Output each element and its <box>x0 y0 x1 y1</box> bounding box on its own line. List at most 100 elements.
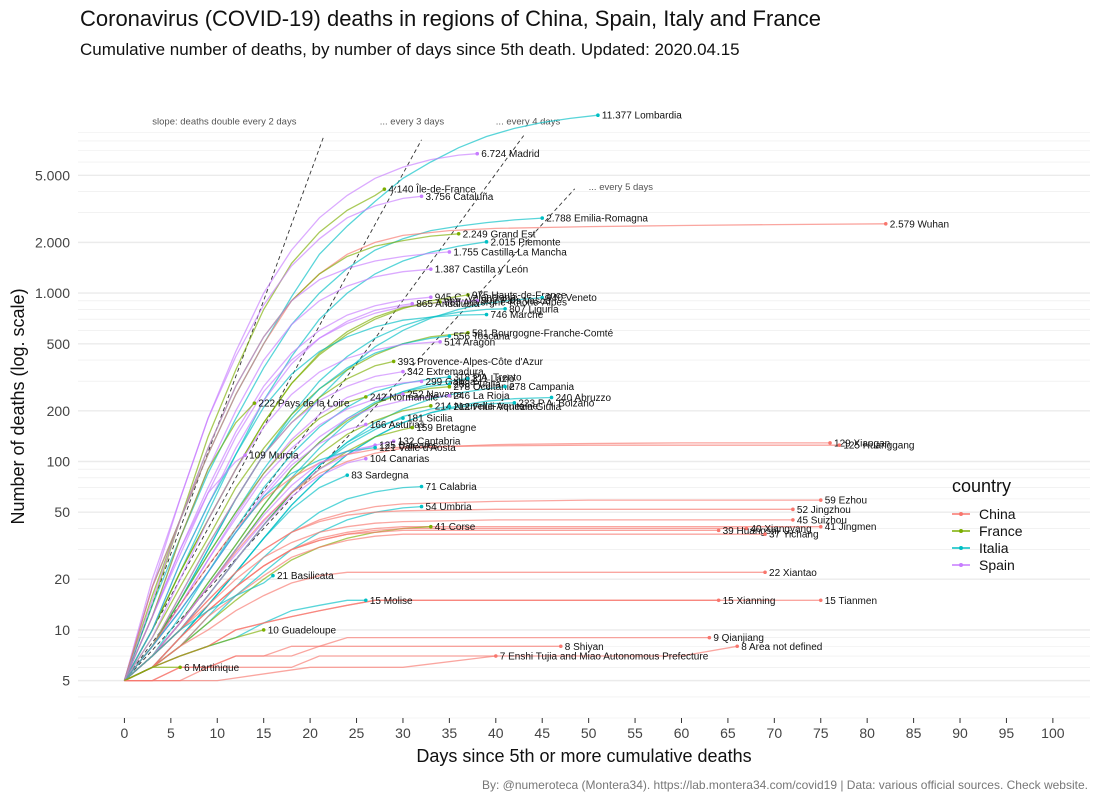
series-label: 393 Provence-Alpes-Côte d'Azur <box>398 357 544 368</box>
series-label: 15 Xianning <box>723 596 776 607</box>
chart-title: Coronavirus (COVID-19) deaths in regions… <box>80 6 822 31</box>
series-end-point <box>763 570 767 575</box>
series-end-point <box>716 528 721 533</box>
series-label: 807 Liguria <box>509 304 559 315</box>
chart-subtitle: Cumulative number of deaths, by number o… <box>80 40 740 59</box>
series-label: 132 Cantabria <box>398 437 461 448</box>
series-label: 945 C. Valenciana <box>435 293 516 304</box>
series-label: 240 Abruzzo <box>556 393 612 404</box>
series-label: 581 Bourgogne-Franche-Comté <box>472 328 614 339</box>
series-line <box>123 444 840 682</box>
series-end-point <box>429 404 433 408</box>
x-tick-label: 65 <box>720 725 736 741</box>
series-line <box>123 195 422 681</box>
series-line <box>123 519 793 682</box>
series-end-point <box>391 359 396 364</box>
series-end-point <box>447 334 452 338</box>
series-end-point <box>364 395 368 399</box>
y-tick-label: 5 <box>62 673 70 689</box>
x-tick-label: 35 <box>442 725 458 741</box>
series-end-point <box>271 573 275 578</box>
series-end-point <box>364 598 368 603</box>
x-tick-label: 15 <box>256 725 272 741</box>
legend-key-point <box>959 546 963 550</box>
series-label: 975 Hauts-de-France <box>472 290 567 301</box>
series-label: 39 Huangshi <box>723 526 779 537</box>
series-end-point <box>438 300 442 304</box>
legend-key-point <box>959 563 963 567</box>
series-end-point <box>484 312 489 317</box>
x-tick-label: 50 <box>581 725 597 741</box>
series-end-point <box>484 240 489 244</box>
series-end-point <box>410 425 415 430</box>
series-end-point <box>540 216 545 220</box>
series-end-point <box>466 331 470 335</box>
series-line <box>123 301 441 681</box>
x-tick-label: 40 <box>488 725 504 741</box>
series-label: 52 Jingzhou <box>797 505 851 516</box>
series-label: 4.140 Île-de-France <box>388 183 476 196</box>
legend-entry: Spain <box>979 557 1015 573</box>
legend-entry: China <box>979 506 1016 522</box>
y-tick-label: 200 <box>47 403 71 419</box>
series-label: 514 Aragón <box>444 337 495 348</box>
series-line <box>123 508 793 682</box>
series-line <box>123 313 487 681</box>
series-line <box>123 370 404 682</box>
series-end-point <box>429 295 433 300</box>
y-axis-title: Number of deaths (log. scale) <box>8 288 28 524</box>
series-end-point <box>558 644 563 649</box>
series-end-point <box>512 401 517 405</box>
series-end-point <box>447 250 452 254</box>
series-label: 21 Basilicata <box>277 571 334 582</box>
series-line <box>124 645 738 682</box>
y-tick-label: 5.000 <box>35 167 70 183</box>
series-end-point <box>883 221 888 226</box>
x-tick-label: 20 <box>302 725 318 741</box>
series-end-point <box>763 532 767 537</box>
series-label: 212 Friuli Venezia Giulia <box>453 402 561 413</box>
x-tick-label: 70 <box>767 725 783 741</box>
series-line <box>123 444 376 682</box>
x-tick-label: 60 <box>674 725 690 741</box>
legend-key-point <box>959 529 963 533</box>
series-end-point <box>828 441 832 445</box>
slope-guide-label: ... every 3 days <box>380 117 445 128</box>
series-label: 3.756 Cataluña <box>426 192 494 203</box>
x-tick-label: 30 <box>395 725 411 741</box>
y-tick-label: 2.000 <box>35 234 70 250</box>
x-tick-label: 90 <box>952 725 968 741</box>
x-tick-label: 0 <box>121 725 129 741</box>
series-label: 2.788 Emilia-Romagna <box>546 214 648 225</box>
series-end-point <box>419 379 424 384</box>
slope-guide-label: slope: deaths double every 2 days <box>152 117 296 128</box>
series-label: 342 Extremadura <box>407 367 484 378</box>
y-tick-label: 500 <box>47 336 71 352</box>
series-label: 166 Asturias <box>370 420 425 431</box>
series-label: 121 Valle d'Aosta <box>379 443 456 454</box>
series-end-point <box>818 524 823 529</box>
series-label: 278 Occitanie <box>453 382 515 393</box>
x-axis-title: Days since 5th or more cumulative deaths <box>416 746 751 766</box>
series-line <box>123 341 441 681</box>
series-line <box>123 376 450 682</box>
series-line <box>123 446 376 682</box>
series-label: 59 Ezhou <box>825 496 867 507</box>
series-end-point <box>178 665 182 670</box>
series-label: 181 Sicilia <box>407 414 453 425</box>
series-label: 865 Andalucía <box>416 299 480 310</box>
series-label: 125 Huanggang <box>843 441 914 452</box>
series-end-point <box>744 526 749 531</box>
series-label: 7 Enshi Tujia and Miao Autonomous Prefec… <box>500 652 709 663</box>
y-tick-label: 10 <box>54 622 70 638</box>
series-label: 37 Yichang <box>769 530 819 541</box>
x-tick-label: 45 <box>534 725 550 741</box>
slope-guide-label: ... every 5 days <box>589 182 654 193</box>
series-end-point <box>466 376 470 381</box>
series-label: 278 Campania <box>509 382 574 393</box>
series-label: 8 Shiyan <box>565 642 604 653</box>
series-end-point <box>447 393 452 398</box>
series-label: 318 P.A. Trento <box>453 372 522 383</box>
series-end-point <box>716 598 721 603</box>
